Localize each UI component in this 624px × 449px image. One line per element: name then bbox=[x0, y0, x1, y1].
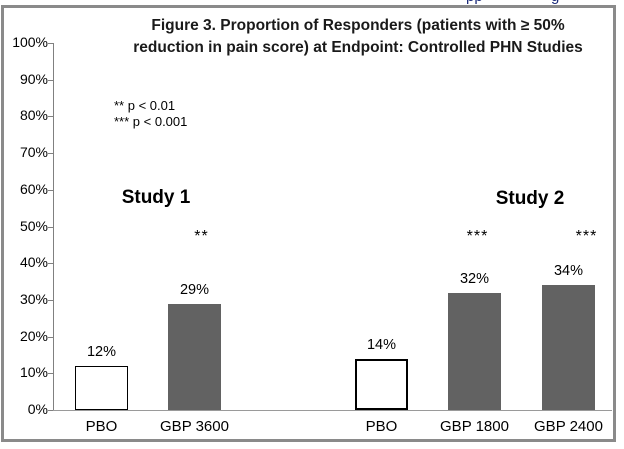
value-label-study-2-gbp-2400: 34% bbox=[553, 263, 584, 279]
y-axis-tick bbox=[48, 79, 53, 81]
bar-study-2-gbp-2400 bbox=[542, 285, 595, 410]
group-label-study-1: Study 1 bbox=[121, 187, 191, 208]
y-axis-line bbox=[53, 43, 54, 410]
clipped-header-text-strip: pp g bbox=[0, 0, 624, 5]
value-label-study-1-gbp-3600: 29% bbox=[179, 282, 210, 298]
chart-title-line-1: Figure 3. Proportion of Responders (pati… bbox=[151, 17, 565, 34]
legend-note-p-001: *** p < 0.001 bbox=[114, 114, 188, 129]
bar-study-2-gbp-1800 bbox=[448, 293, 501, 410]
bar-study-1-gbp-3600 bbox=[168, 304, 221, 410]
y-axis-tick bbox=[48, 263, 53, 265]
x-axis-label-study-1-gbp-3600: GBP 3600 bbox=[160, 418, 229, 435]
y-tick-label: 100% bbox=[12, 34, 48, 50]
significance-marker-study-2-gbp-2400: *** bbox=[575, 228, 598, 245]
figure-border bbox=[1, 5, 616, 442]
bar-study-1-pbo bbox=[75, 366, 128, 410]
y-tick-label: 20% bbox=[19, 327, 48, 344]
clipped-text-fragment: pp bbox=[466, 0, 483, 5]
y-tick-label: 40% bbox=[19, 254, 48, 271]
value-label-study-2-gbp-1800: 32% bbox=[459, 271, 490, 287]
y-axis-tick bbox=[48, 153, 53, 155]
y-tick-label: 30% bbox=[19, 290, 48, 307]
y-axis-tick bbox=[48, 226, 53, 228]
legend-note-p-01: ** p < 0.01 bbox=[114, 98, 176, 113]
bar-study-2-pbo bbox=[355, 359, 408, 410]
y-tick-label: 10% bbox=[19, 364, 48, 381]
significance-marker-study-2-gbp-1800: *** bbox=[466, 228, 489, 245]
x-axis-label-study-2-pbo: PBO bbox=[365, 418, 398, 435]
y-axis-tick bbox=[48, 189, 53, 191]
y-axis-tick bbox=[48, 336, 53, 338]
x-axis-label-study-2-gbp-2400: GBP 2400 bbox=[534, 418, 603, 435]
chart-title-line-2: reduction in pain score) at Endpoint: Co… bbox=[133, 39, 583, 56]
y-tick-label: 70% bbox=[19, 144, 48, 161]
y-axis-tick bbox=[48, 116, 53, 118]
x-axis-label-study-2-gbp-1800: GBP 1800 bbox=[440, 418, 509, 435]
y-axis-tick bbox=[48, 299, 53, 301]
y-tick-label: 0% bbox=[27, 401, 48, 417]
y-tick-label: 80% bbox=[19, 107, 48, 124]
y-tick-label: 50% bbox=[19, 217, 48, 234]
value-label-study-2-pbo: 14% bbox=[366, 337, 397, 353]
y-axis-tick bbox=[48, 373, 53, 375]
y-tick-label: 60% bbox=[19, 180, 48, 197]
y-axis-tick bbox=[48, 43, 53, 44]
group-label-study-2: Study 2 bbox=[495, 188, 565, 209]
x-axis-label-study-1-pbo: PBO bbox=[85, 418, 118, 435]
value-label-study-1-pbo: 12% bbox=[86, 344, 117, 360]
y-axis-tick bbox=[48, 410, 53, 411]
significance-marker-study-1-gbp-3600: ** bbox=[194, 228, 209, 245]
y-tick-label: 90% bbox=[19, 70, 48, 87]
clipped-text-fragment: g bbox=[551, 0, 559, 5]
x-axis-line bbox=[48, 410, 612, 411]
